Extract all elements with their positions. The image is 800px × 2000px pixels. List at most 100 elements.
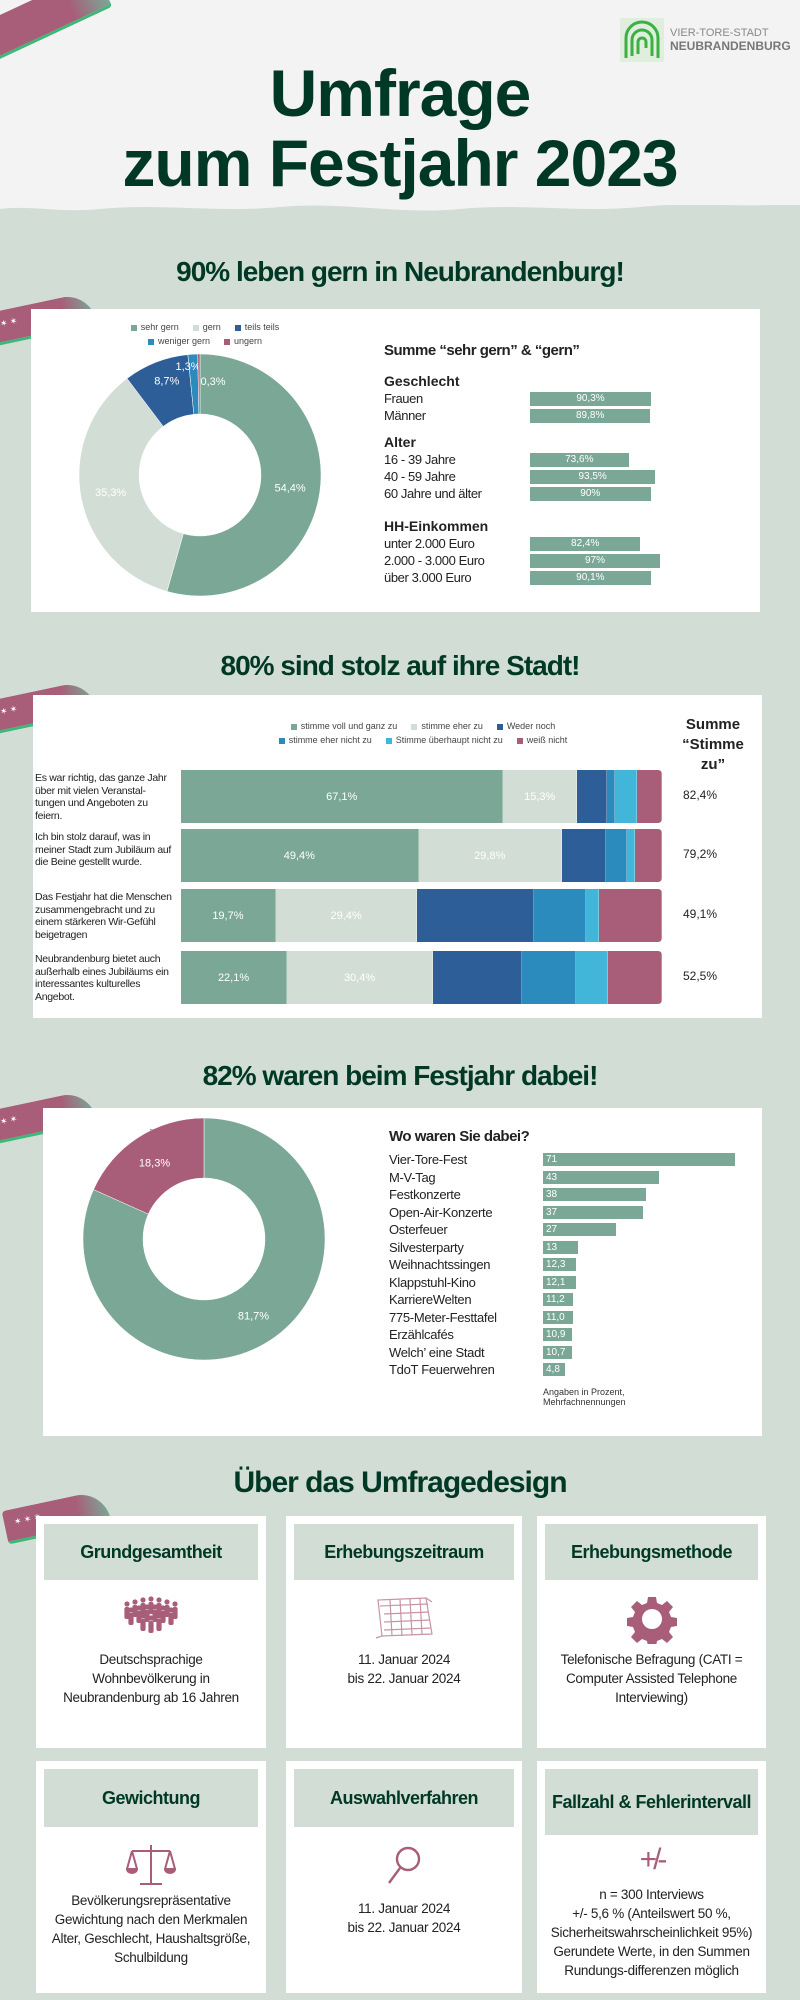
event-row: Klappstuhl-Kino 12,1 bbox=[389, 1274, 759, 1292]
legend-swatch bbox=[130, 324, 137, 331]
bar-segment-stimme-eher-zu: 29,4% bbox=[275, 889, 418, 942]
legend-item: gern bbox=[192, 320, 221, 334]
event-label: Vier-Tore-Fest bbox=[389, 1152, 467, 1168]
legend-label: teils teils bbox=[244, 322, 280, 332]
design-card-text: 11. Januar 2024 bis 22. Januar 2024 bbox=[296, 1899, 512, 1937]
summary-row: Männer 89,8% bbox=[384, 407, 754, 424]
bar-segment-weiß-nicht bbox=[608, 951, 662, 1004]
summary-bar: 97% bbox=[530, 553, 660, 568]
bar-segment-stimme-voll-und-ganz-zu: 49,4% bbox=[181, 829, 419, 882]
legend-swatch bbox=[411, 723, 418, 730]
plus-minus-text: +/- bbox=[639, 1843, 668, 1876]
stacked-legend: stimme voll und ganz zu stimme eher zu Wed… bbox=[233, 719, 613, 747]
text-line: Deutschsprachige bbox=[99, 1652, 203, 1667]
bar-segment-weiß-nicht bbox=[635, 829, 662, 882]
event-label: Klappstuhl-Kino bbox=[389, 1274, 476, 1290]
sum-title-line2: “Stimme zu” bbox=[682, 736, 744, 773]
segment-label: 15,3% bbox=[524, 790, 556, 803]
text-line: Gewichtung nach den Merkmalen bbox=[54, 1912, 248, 1927]
legend-swatch bbox=[234, 324, 241, 331]
bar-segment-Stimme-überhaupt-nicht-zu bbox=[576, 951, 609, 1004]
summary-row: über 3.000 Euro 90,1% bbox=[384, 569, 754, 586]
event-label: Open-Air-Konzerte bbox=[389, 1204, 493, 1220]
design-card-text: Bevölkerungsrepräsentative Gewichtung nac… bbox=[46, 1891, 256, 1967]
event-label: Welch’ eine Stadt bbox=[389, 1344, 485, 1360]
summary-group: HH-Einkommen unter 2.000 Euro 82,4% 2.000 -… bbox=[384, 518, 754, 586]
bar-segment-weiß-nicht bbox=[637, 770, 662, 823]
event-bar: 11,2 bbox=[543, 1293, 574, 1307]
events-title: Wo waren Sie dabei? bbox=[389, 1128, 530, 1145]
event-row: M-V-Tag 43 bbox=[389, 1169, 759, 1187]
summary-row: 40 - 59 Jahre 93,5% bbox=[384, 468, 754, 485]
design-card-erhebungszeitraum: Erhebungszeitraum 11. Januar 2024 bis 22. … bbox=[286, 1516, 522, 1748]
summary-row: 2.000 - 3.000 Euro 97% bbox=[384, 552, 754, 569]
event-bar: 37 bbox=[543, 1205, 643, 1219]
event-bar: 27 bbox=[543, 1223, 616, 1237]
event-label: M-V-Tag bbox=[389, 1169, 436, 1185]
text-line: Gerundete Werte, in den Summen bbox=[553, 1944, 750, 1959]
summary-bar-label: 90% bbox=[580, 488, 601, 499]
segment-label: 30,4% bbox=[343, 971, 376, 984]
summary-row: Frauen 90,3% bbox=[384, 390, 754, 407]
event-row: 775-Meter-Festtafel 11,0 bbox=[389, 1309, 759, 1327]
legend-label: ungern bbox=[234, 336, 263, 346]
stacked-bar: 19,7% 29,4% bbox=[181, 889, 662, 942]
design-card-auswahlverfahren: Auswahlverfahren 11. Januar 2024 bis 22. J… bbox=[286, 1761, 522, 1993]
event-bar: 10,9 bbox=[543, 1328, 573, 1342]
pride-card: stimme voll und ganz zu stimme eher zu Wed… bbox=[33, 695, 762, 1018]
scales-icon bbox=[36, 1843, 266, 1887]
event-value: 43 bbox=[546, 1171, 558, 1183]
event-bar: 4,8 bbox=[543, 1363, 565, 1377]
text-line: Sicherheitswahrscheinlichkeit 95%) bbox=[550, 1925, 753, 1940]
summary-group-title: HH-Einkommen bbox=[384, 518, 489, 534]
event-value: 37 bbox=[546, 1206, 558, 1218]
legend-item: stimme eher zu bbox=[411, 719, 483, 733]
segment-label: 29,8% bbox=[474, 849, 506, 862]
legend-label: stimme eher nicht zu bbox=[288, 735, 372, 745]
text-line: Computer Assisted Telephone bbox=[565, 1671, 737, 1686]
section2-heading: 80% sind stolz auf ihre Stadt! bbox=[220, 650, 581, 681]
event-value: 11,0 bbox=[546, 1311, 565, 1323]
text-line: Wohnbevölkerung in bbox=[92, 1671, 210, 1686]
legend-swatch bbox=[516, 737, 523, 744]
text-line: 11. Januar 2024 bbox=[357, 1652, 451, 1667]
design-card-title: Fallzahl & Fehlerintervall bbox=[545, 1769, 758, 1835]
legend-item: teils teils bbox=[234, 320, 280, 334]
legend-label: gern bbox=[202, 322, 221, 332]
design-card-gewichtung: Gewichtung Bevölkerungsrepräsentative Gewi… bbox=[36, 1761, 266, 1993]
sum-title-line1: Summe bbox=[685, 716, 741, 733]
text-line: +/- 5,6 % (Anteilswert 50 %, bbox=[572, 1906, 731, 1921]
text-line: bis 22. Januar 2024 bbox=[347, 1920, 461, 1935]
text-line: Bevölkerungsrepräsentative bbox=[71, 1893, 231, 1908]
event-label: 775-Meter-Festtafel bbox=[389, 1309, 497, 1325]
legend-label: Weder noch bbox=[506, 721, 556, 731]
event-value: 27 bbox=[546, 1224, 558, 1236]
summary-bar-label: 90,3% bbox=[576, 393, 605, 404]
summary-label: 16 - 39 Jahre bbox=[384, 452, 456, 467]
legend-label: weniger gern bbox=[157, 336, 210, 346]
bar-segment-Weder-noch bbox=[561, 829, 606, 882]
legend-swatch bbox=[290, 723, 297, 730]
legend-swatch bbox=[147, 338, 154, 345]
design-card-title: Gewichtung bbox=[44, 1769, 258, 1827]
section3-heading: 82% waren beim Festjahr dabei! bbox=[202, 1060, 599, 1091]
event-value: 13 bbox=[546, 1241, 558, 1253]
stacked-bar: 67,1% 15,3% bbox=[181, 770, 662, 823]
event-label: Festkonzerte bbox=[389, 1187, 461, 1203]
legend-label: sehr gern bbox=[140, 322, 179, 332]
event-value: 10,9 bbox=[546, 1329, 566, 1341]
event-label: Erzählcafés bbox=[389, 1327, 454, 1343]
text-line: 11. Januar 2024 bbox=[357, 1901, 451, 1916]
bar-segment-stimme-eher-nicht-zu bbox=[606, 770, 616, 823]
statement-text: Das Festjahr hat die Menschen zusammenge… bbox=[35, 891, 172, 941]
event-bar: 12,1 bbox=[543, 1275, 576, 1289]
statement-text: Neubrandenburg bietet auch außerhalb ein… bbox=[35, 953, 169, 1003]
plus-minus-icon: +/- bbox=[537, 1843, 766, 1877]
bar-segment-weiß-nicht bbox=[598, 889, 662, 942]
design-card-fallzahl: Fallzahl & Fehlerintervall +/- n = 300 Int… bbox=[537, 1761, 766, 1993]
city-logo: VIER-TORE-STADT NEUBRANDENBURG bbox=[620, 15, 795, 65]
text-line: Interviewing) bbox=[615, 1690, 688, 1705]
statement-row: Das Festjahr hat die Menschen zusammenge… bbox=[33, 889, 762, 942]
bar-segment-stimme-eher-zu: 30,4% bbox=[287, 951, 433, 1004]
event-value: 71 bbox=[546, 1154, 558, 1166]
